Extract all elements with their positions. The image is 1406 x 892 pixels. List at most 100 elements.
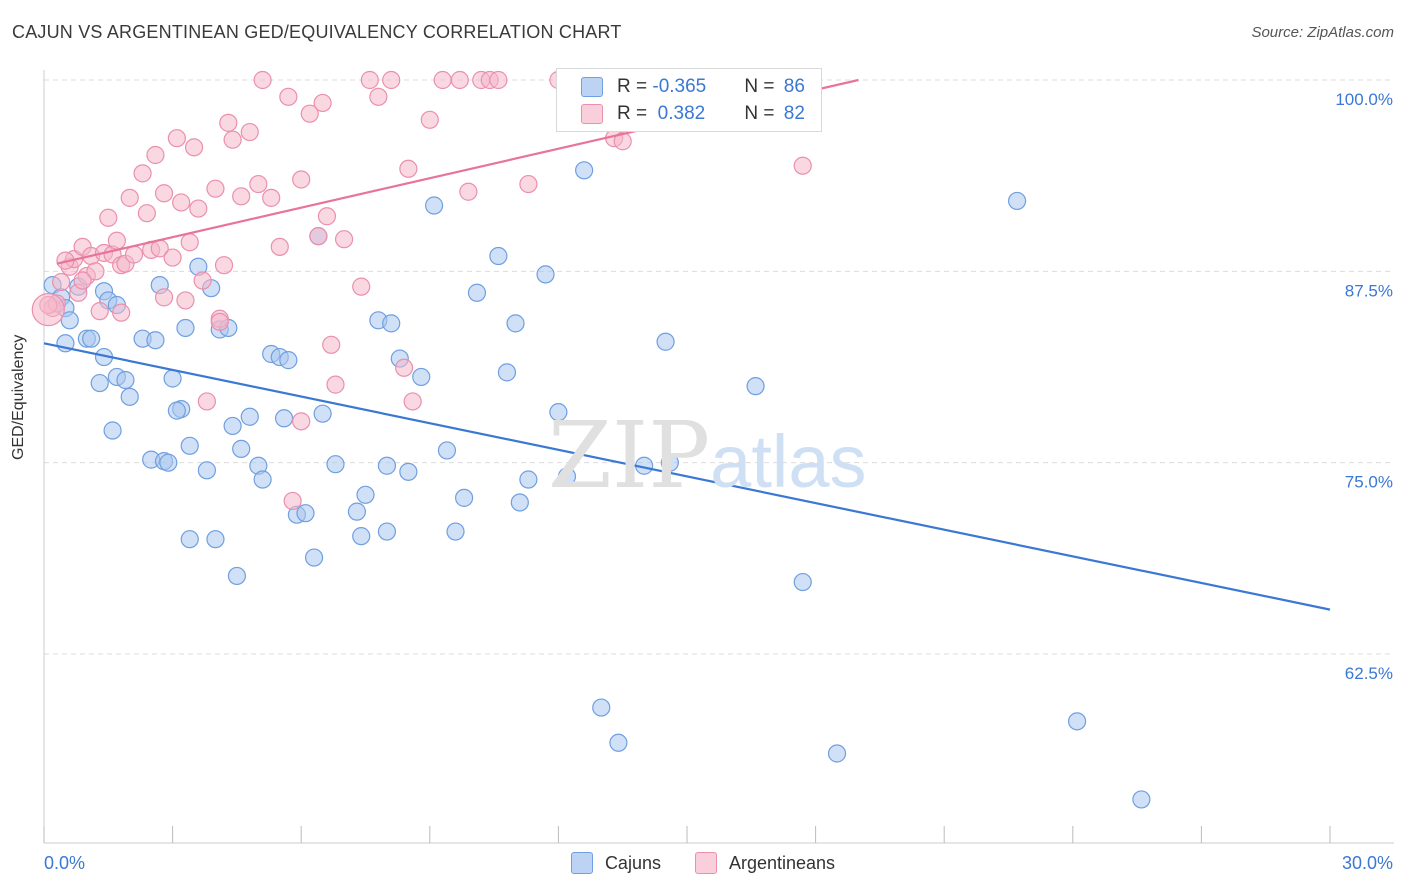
argentinean-point: [214, 256, 234, 275]
argentinean-point: [450, 70, 469, 90]
cajun-point: [446, 522, 465, 541]
argentinean-point: [369, 87, 388, 106]
cajun-point: [240, 407, 259, 426]
argentinean-point: [240, 122, 259, 142]
cajun-point: [103, 421, 122, 440]
argentinean-point: [793, 156, 812, 175]
argentinean-point: [489, 70, 508, 90]
argentinean-point: [184, 138, 204, 157]
argentinean-point: [107, 231, 126, 250]
cajun-point: [232, 439, 251, 458]
legend-swatch-argentineans: [581, 104, 603, 124]
argentinean-point: [73, 271, 92, 290]
cajun-point: [253, 470, 272, 489]
argentinean-point: [120, 188, 139, 207]
argentinean-point: [313, 93, 332, 113]
cajun-point: [793, 572, 812, 592]
cajun-point: [656, 332, 675, 351]
series-legend-label: Argentineans: [728, 852, 836, 873]
cajun-point: [120, 387, 139, 406]
argentinean-point: [283, 491, 302, 511]
argentinean-point: [253, 70, 272, 90]
argentinean-point: [433, 70, 452, 90]
cajun-trend-line: [43, 342, 1331, 611]
argentinean-point: [292, 170, 311, 189]
cajun-point: [163, 369, 182, 388]
cajun-point: [746, 377, 765, 396]
argentinean-point: [326, 375, 345, 394]
cajun-point: [356, 485, 375, 504]
cajun-point: [1132, 790, 1151, 809]
argentinean-point: [124, 245, 144, 264]
argentinean-point: [146, 145, 165, 165]
cajun-point: [489, 246, 508, 266]
argentinean-point: [270, 237, 289, 256]
argentinean-point: [189, 199, 208, 218]
argentinean-point: [52, 272, 71, 292]
cajun-point: [180, 436, 199, 455]
cajun-point: [575, 161, 594, 180]
cajun-point: [60, 311, 79, 330]
series-swatch-argentineans: [694, 852, 717, 874]
cajun-point: [116, 370, 135, 390]
argentinean-point: [86, 262, 105, 281]
y-tick-label: 62.5%: [1345, 664, 1393, 683]
cajun-point: [609, 733, 628, 752]
cajun-point: [279, 351, 298, 370]
cajun-point: [424, 196, 444, 215]
correlation-legend: R = -0.365 N = 86 R = 0.382 N = 82: [556, 68, 822, 132]
legend-r-value: -0.365: [652, 76, 707, 97]
argentinean-point: [262, 188, 281, 207]
argentinean-point: [420, 110, 439, 129]
argentinean-point: [232, 187, 251, 206]
argentinean-point: [193, 271, 212, 290]
argentinean-point: [112, 303, 131, 322]
argentinean-point: [167, 129, 186, 148]
cajun-point: [146, 331, 165, 350]
series-legend-item-cajuns[interactable]: Cajuns: [570, 852, 661, 874]
legend-r-label: R =: [617, 76, 653, 97]
argentinean-point: [300, 104, 319, 123]
cajun-point: [206, 530, 225, 549]
x-tick-label: 30.0%: [1342, 853, 1393, 873]
argentinean-point: [399, 159, 418, 178]
cajun-point: [377, 456, 397, 475]
cajun-point: [536, 265, 555, 284]
cajun-point: [176, 318, 195, 338]
legend-n-value: 86: [783, 76, 805, 97]
source-credit: Source: ZipAtlas.com: [1251, 24, 1394, 41]
cajun-point: [223, 416, 242, 436]
cajun-point: [197, 461, 216, 480]
argentinean-point: [613, 132, 632, 151]
argentinean-point: [279, 87, 298, 106]
legend-swatch-cajuns: [581, 77, 603, 97]
argentinean-point: [31, 293, 65, 327]
cajun-point: [827, 744, 847, 763]
cajun-point: [382, 314, 401, 333]
argentinean-point: [403, 392, 422, 411]
cajun-point: [660, 453, 679, 472]
cajun-point: [549, 403, 568, 422]
watermark: ZIPatlas: [548, 402, 866, 509]
cajun-point: [399, 462, 418, 481]
series-legend-item-argentineans[interactable]: Argentineans: [694, 852, 836, 874]
cajun-point: [377, 522, 397, 541]
y-axis-label: GED/Equivalency: [10, 334, 27, 460]
argentinean-point: [249, 174, 268, 194]
argentinean-point: [309, 227, 328, 246]
cajun-point: [592, 698, 611, 717]
cajun-point: [326, 455, 345, 474]
x-tick-label: 0.0%: [44, 853, 85, 873]
cajun-point: [159, 453, 178, 472]
argentinean-point: [197, 392, 216, 411]
argentinean-point: [154, 184, 174, 203]
argentinean-point: [90, 302, 109, 321]
argentinean-point: [137, 204, 156, 223]
argentinean-point: [99, 208, 118, 227]
cajun-point: [467, 283, 487, 302]
argentinean-point: [180, 233, 199, 252]
y-tick-label: 100.0%: [1335, 90, 1393, 109]
cajun-point: [82, 329, 101, 348]
watermark-zip: ZIP: [548, 402, 711, 509]
watermark-atlas: atlas: [710, 420, 867, 503]
